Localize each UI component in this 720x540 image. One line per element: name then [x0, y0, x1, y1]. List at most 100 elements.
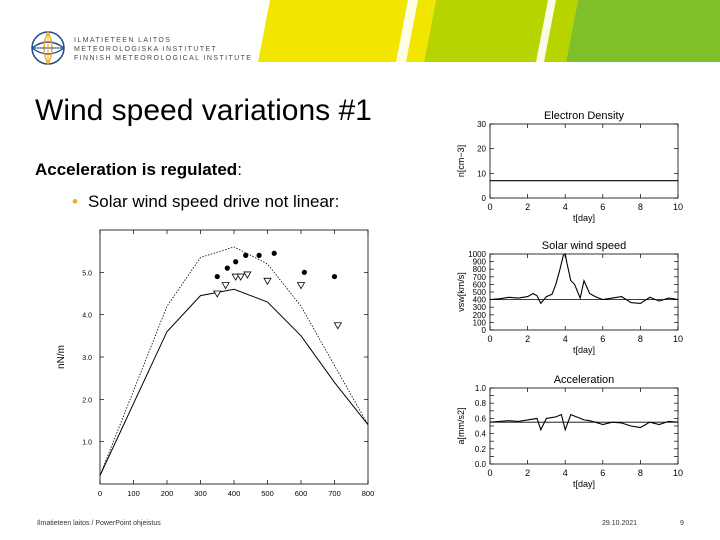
x-tick-label: 10	[673, 468, 683, 478]
y-tick-label: 1.0	[82, 440, 92, 447]
x-tick-label: 0	[98, 489, 102, 498]
x-tick-label: 6	[600, 468, 605, 478]
chart-title: Electron Density	[544, 110, 625, 122]
x-axis-label: t[day]	[573, 479, 595, 489]
org-name-en: FINNISH METEOROLOGICAL INSTITUTE	[74, 55, 253, 62]
y-tick-label: 800	[473, 265, 487, 274]
electron-density-chart: Electron Density 0 2 4 6 8 10 t[day] 0 10 20 30 n[cm…	[456, 110, 683, 223]
dotted-curve-line	[99, 246, 369, 476]
x-tick-label: 6	[600, 334, 605, 344]
y-tick-label: 500	[473, 288, 487, 297]
y-tick-label: 1.0	[475, 384, 487, 393]
series-line	[489, 413, 679, 432]
x-tick-label: 4	[563, 202, 568, 212]
org-name-sv: METEOROLOGISKA INSTITUTET	[74, 46, 218, 53]
y-tick-label: 0.8	[475, 399, 487, 408]
data-point-dot	[331, 273, 338, 280]
chart-title: Acceleration	[554, 374, 615, 386]
banner-stripe	[396, 0, 418, 62]
y-tick-label: 0.2	[475, 445, 487, 454]
y-tick-label: 700	[473, 273, 487, 282]
data-point-dot	[301, 269, 307, 275]
slide-title: Wind speed variations #1	[35, 94, 372, 127]
y-tick-label: 100	[473, 318, 487, 327]
banner-stripe	[536, 0, 556, 62]
x-tick-label: 0	[487, 468, 492, 478]
y-axis-label: vsw[km/s]	[456, 272, 466, 312]
y-tick-label: 0	[482, 326, 487, 335]
y-tick-label: 20	[477, 145, 486, 154]
y-tick-label: 10	[477, 169, 486, 178]
data-point-dot	[256, 252, 262, 258]
solid-curve-line	[99, 288, 369, 476]
acceleration-chart: Acceleration 0 2 4 6 8 10 t[day] 0.0 0.2 0.4 0.6 0.8…	[456, 374, 683, 489]
y-axis-label: n[cm−3]	[456, 145, 466, 177]
y-tick-label: 200	[473, 311, 487, 320]
bullet-marker: •	[72, 192, 78, 211]
subheading-bold: Acceleration is regulated	[35, 160, 238, 179]
y-tick-label: 600	[473, 280, 487, 289]
x-tick-label: 4	[563, 334, 568, 344]
x-axis-label: t[day]	[573, 345, 595, 355]
x-tick-label: 100	[127, 489, 140, 498]
y-tick-label: 300	[473, 303, 487, 312]
bullet-text: Solar wind speed drive not linear:	[87, 192, 340, 211]
x-tick-label: 700	[328, 489, 341, 498]
x-tick-label: 8	[638, 334, 643, 344]
x-tick-label: 10	[673, 202, 683, 212]
x-tick-label: 2	[525, 202, 530, 212]
y-tick-label: 2.0	[82, 397, 92, 404]
data-point-dot	[271, 250, 277, 256]
data-point-dot	[233, 259, 239, 265]
y-tick-label: 0.0	[475, 460, 487, 469]
plot-frame	[489, 387, 679, 465]
y-tick-label: 0	[482, 194, 487, 203]
bullet-item: • Solar wind speed drive not linear:	[72, 192, 339, 212]
footer-page-number: 9	[680, 520, 684, 527]
subheading: Acceleration is regulated:	[35, 160, 242, 180]
y-tick-label: 5.0	[82, 270, 92, 277]
data-point-triangle	[213, 290, 222, 298]
data-point-triangle	[231, 273, 240, 281]
data-point-triangle	[296, 282, 306, 290]
x-tick-label: 4	[563, 468, 568, 478]
x-tick-label: 800	[362, 489, 375, 498]
x-tick-label: 2	[525, 334, 530, 344]
x-tick-label: 6	[600, 202, 605, 212]
x-axis-label: t[day]	[573, 213, 595, 223]
x-tick-label: 8	[638, 468, 643, 478]
x-tick-label: 400	[228, 489, 241, 498]
x-tick-label: 200	[161, 489, 174, 498]
x-tick-label: 2	[525, 468, 530, 478]
chart-title: Solar wind speed	[542, 240, 626, 252]
institute-logo-icon	[31, 31, 65, 65]
data-point-triangle	[221, 282, 230, 290]
force-vs-speed-chart: 0 100 200 300 400 500 600 700 800 1.0 2.0 3.0 4.0 5.0…	[56, 229, 375, 498]
y-tick-label: 4.0	[82, 313, 92, 320]
plot-frame	[99, 229, 369, 485]
data-point-triangle	[243, 271, 252, 279]
header-banner	[258, 0, 720, 62]
banner-lime	[424, 0, 578, 62]
series-line	[489, 253, 679, 305]
y-tick-label: 0.6	[475, 414, 487, 423]
data-point-dot	[243, 252, 249, 258]
data-point-triangle	[333, 322, 343, 330]
y-axis-label: a[mm/s2]	[456, 407, 466, 444]
solar-wind-speed-chart: Solar wind speed 0 2 4 6 8 10 t[day] 01002003004…	[456, 240, 683, 355]
y-tick-label: 1000	[468, 250, 486, 259]
banner-green	[566, 0, 720, 62]
x-tick-label: 8	[638, 202, 643, 212]
x-tick-label: 0	[487, 334, 492, 344]
x-tick-label: 600	[295, 489, 308, 498]
x-tick-label: 10	[673, 334, 683, 344]
y-tick-label: 0.4	[475, 430, 487, 439]
subheading-colon: :	[237, 160, 242, 179]
x-tick-label: 300	[194, 489, 207, 498]
footer-date: 29.10.2021	[602, 520, 638, 527]
data-point-triangle	[263, 277, 272, 286]
org-name-fi: ILMATIETEEN LAITOS	[74, 37, 172, 44]
y-tick-label: 30	[477, 120, 486, 129]
plot-frame	[489, 123, 679, 199]
plot-frame	[489, 253, 679, 331]
